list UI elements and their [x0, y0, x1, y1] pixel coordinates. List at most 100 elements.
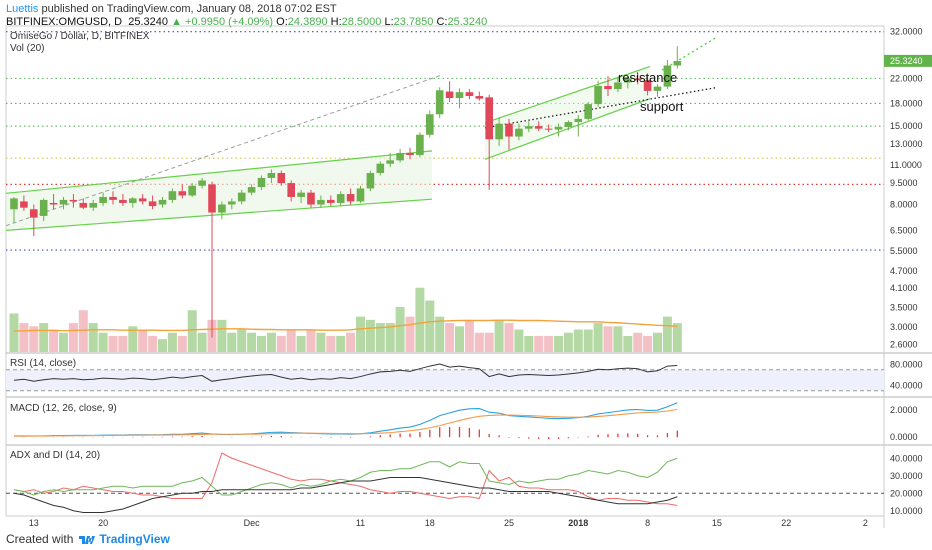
- candle-body: [228, 201, 236, 205]
- candle-body: [406, 152, 414, 156]
- candle-body: [129, 198, 137, 203]
- price-tick-label: 13.0000: [890, 139, 923, 149]
- channel2-lower-line: [484, 98, 651, 160]
- volume-bar: [445, 323, 455, 352]
- candle-body: [158, 199, 167, 205]
- channel-upper-line: [5, 150, 433, 194]
- volume-bar: [534, 335, 544, 352]
- volume-bar: [187, 310, 197, 352]
- volume-bar: [138, 329, 148, 352]
- candle-body: [59, 199, 68, 205]
- high-value: 28.5000: [341, 16, 382, 28]
- volume-bar: [514, 329, 524, 352]
- low-value: 23.7850: [393, 16, 434, 28]
- candle-body: [416, 134, 424, 156]
- volume-bar: [415, 287, 425, 352]
- volume-bar: [316, 332, 326, 352]
- volume-bar: [98, 332, 108, 352]
- volume-bar: [68, 323, 78, 352]
- volume-bar: [484, 332, 494, 352]
- candle-body: [435, 90, 444, 115]
- candle-body: [475, 96, 484, 99]
- volume-bar: [227, 332, 237, 352]
- candle-body: [208, 184, 216, 213]
- volume-bar: [19, 323, 29, 352]
- volume-bar: [603, 326, 613, 352]
- time-tick-label: 18: [425, 518, 435, 528]
- volume-bar: [573, 329, 583, 352]
- volume-bar: [672, 323, 682, 352]
- rsi-line: [13, 363, 678, 382]
- volume-bar: [623, 335, 633, 352]
- candle-body: [515, 128, 523, 137]
- last-price-tag: [884, 54, 932, 67]
- candles: [10, 46, 682, 338]
- candle-body: [237, 192, 246, 202]
- candle-body: [624, 78, 632, 83]
- created-with-label: Created with: [6, 532, 74, 546]
- volume-bar: [306, 329, 316, 352]
- candle-body: [564, 122, 573, 127]
- candle-body: [574, 118, 583, 123]
- volume-bar: [544, 335, 554, 352]
- candle-body: [445, 91, 454, 99]
- volume-ma-line: [13, 319, 678, 332]
- open-value: 24.3890: [287, 16, 328, 28]
- candle-body: [346, 194, 355, 202]
- price-axis: 32.0000 22.0000 18.0000 15.0000 13.0000 11.00…: [884, 27, 932, 516]
- channel2-upper-line: [484, 65, 651, 124]
- candle-body: [20, 201, 28, 208]
- chart-frame: [5, 25, 885, 517]
- last-price-tag-label: 25.3240: [890, 56, 923, 66]
- volume-bar: [167, 332, 177, 352]
- volume-bar: [49, 329, 59, 352]
- volume-bar: [583, 329, 593, 352]
- support-dotted-line: [484, 87, 716, 129]
- price-tick-label: 11.0000: [890, 160, 922, 170]
- candle-body: [99, 196, 107, 203]
- volume-bar: [633, 332, 643, 352]
- volume-bar: [158, 339, 167, 352]
- candle-body: [376, 163, 385, 174]
- volume-bar: [365, 319, 375, 352]
- volume-bar: [276, 335, 286, 352]
- rsi-title: RSI (14, close): [10, 358, 76, 369]
- volume-bar: [375, 323, 385, 352]
- annotation-support: support: [640, 99, 684, 114]
- tradingview-brand-link[interactable]: TradingView: [99, 532, 170, 546]
- volume-title: Vol (20): [10, 43, 44, 54]
- candle-body: [455, 92, 464, 99]
- price-tick-label: 22.0000: [890, 73, 923, 83]
- candle-body: [109, 196, 117, 200]
- candle-body: [604, 86, 612, 90]
- price-tick-label: 3.0000: [890, 322, 918, 332]
- time-tick-label: 13: [29, 518, 39, 528]
- candle-body: [39, 199, 48, 216]
- price-tick-label: 4.7000: [890, 266, 918, 276]
- volume-bar: [177, 335, 187, 352]
- tradingview-logo-icon: [79, 536, 96, 544]
- volume-bar: [346, 332, 356, 352]
- time-tick-label: 2: [863, 518, 868, 528]
- candle-body: [178, 191, 187, 196]
- volume-bar: [395, 307, 405, 352]
- volume-bar: [455, 326, 464, 352]
- volume-bar: [197, 332, 207, 352]
- volume-bar: [613, 326, 623, 352]
- candle-body: [30, 209, 38, 218]
- volume-bar: [593, 323, 603, 352]
- time-tick-label: 15: [712, 518, 722, 528]
- adx-tick-label: 30.0000: [890, 471, 923, 481]
- volume-bar: [563, 332, 573, 352]
- volume-bar: [39, 323, 49, 352]
- macd-title: MACD (12, 26, close, 9): [10, 403, 117, 414]
- close-value: 25.3240: [447, 16, 488, 28]
- candle-body: [267, 173, 276, 178]
- volume-bar: [653, 332, 662, 352]
- candle-body: [465, 92, 474, 97]
- low-label: L:: [384, 16, 394, 28]
- candle-body: [277, 173, 286, 184]
- author-name[interactable]: Luettis: [6, 3, 39, 15]
- candle-body: [673, 60, 682, 66]
- candle-body: [336, 194, 345, 203]
